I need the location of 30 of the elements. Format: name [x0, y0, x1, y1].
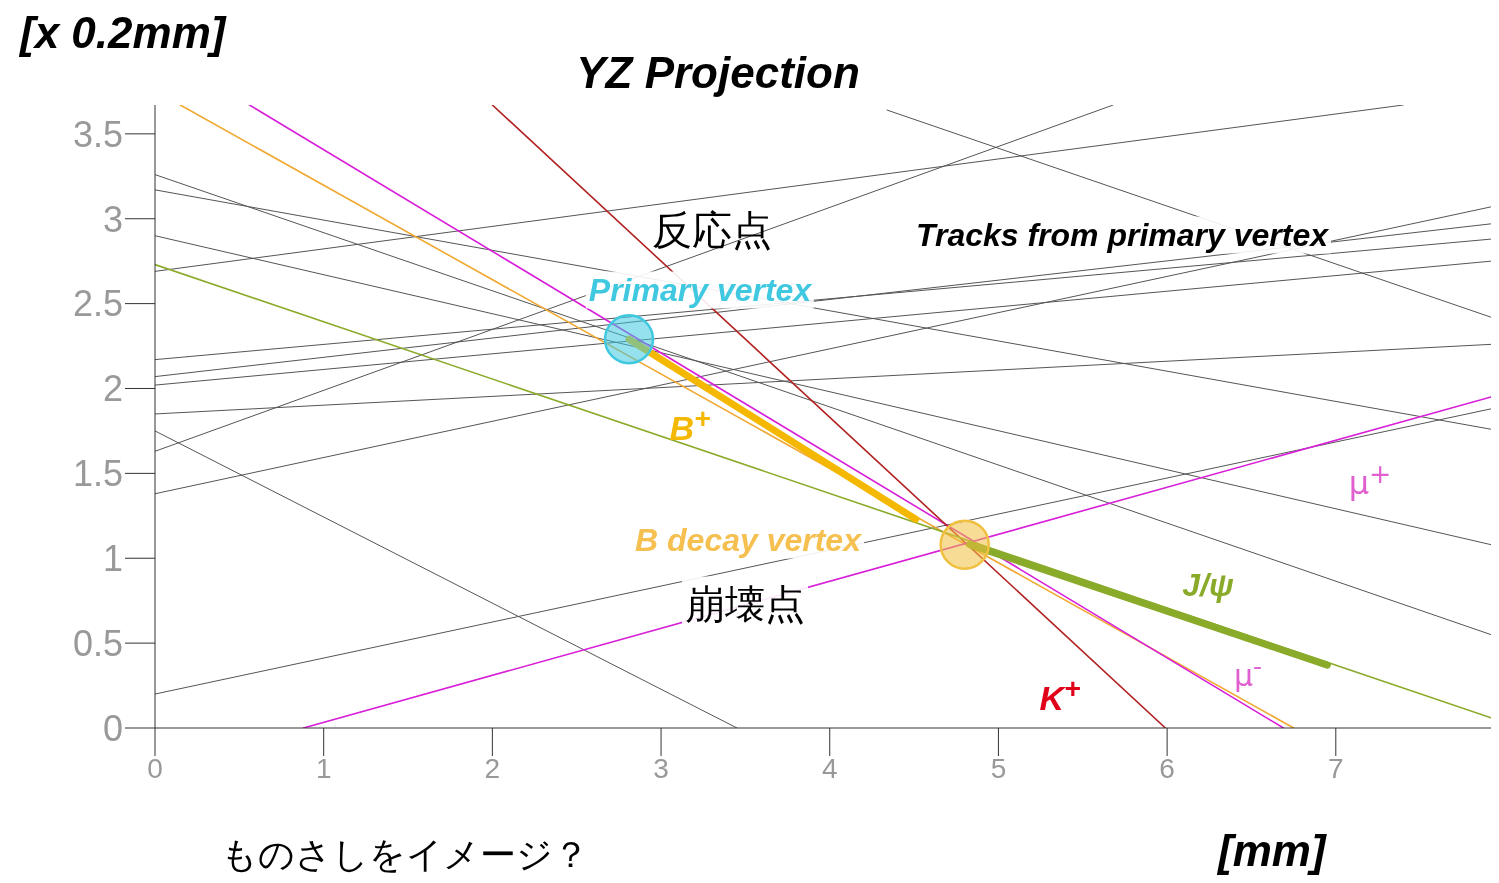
annotation: K$^{+}$ [1039, 671, 1081, 719]
x-tick-label: 1 [315, 752, 332, 784]
y-tick-label: 1 [102, 538, 123, 580]
y-tick-label: 0.5 [72, 622, 123, 664]
x-tick-label: 2 [484, 752, 501, 784]
y-tick-label: 2.5 [72, 283, 123, 325]
chart-title: YZ Projection [576, 48, 860, 97]
annotation: 反応点 [652, 205, 772, 255]
annotation: J/ψ [1182, 566, 1234, 604]
annotation: μ$^{+}$ [1348, 457, 1392, 503]
annotation: B$^{+}$ [669, 401, 711, 449]
y-axis-title: [x 0.2mm] [20, 8, 226, 58]
y-tick-label: 2 [102, 368, 123, 410]
text: ものさしをイメージ？ [221, 832, 589, 877]
annotation: 崩壊点 [682, 576, 808, 632]
x-tick-label: 7 [1328, 752, 1344, 784]
x-tick-label: 6 [1159, 752, 1175, 784]
y-tick-label: 3.5 [72, 113, 123, 155]
x-axis-title: [mm] [1218, 826, 1326, 876]
y-tick-label: 0 [102, 707, 123, 749]
annotation: μ$^{-}$ [1233, 651, 1263, 693]
x-tick-label: 3 [653, 752, 669, 784]
x-tick-label: 5 [990, 752, 1007, 784]
y-tick-label: 1.5 [72, 453, 123, 495]
x-tick-label: 0 [147, 752, 163, 784]
annotation: B decay vertex [632, 521, 864, 559]
x-tick-label: 4 [821, 752, 838, 784]
annotation: Primary vertex [585, 271, 815, 309]
annotation: Tracks from primary vertex [912, 216, 1332, 254]
y-tick-label: 3 [102, 198, 123, 240]
